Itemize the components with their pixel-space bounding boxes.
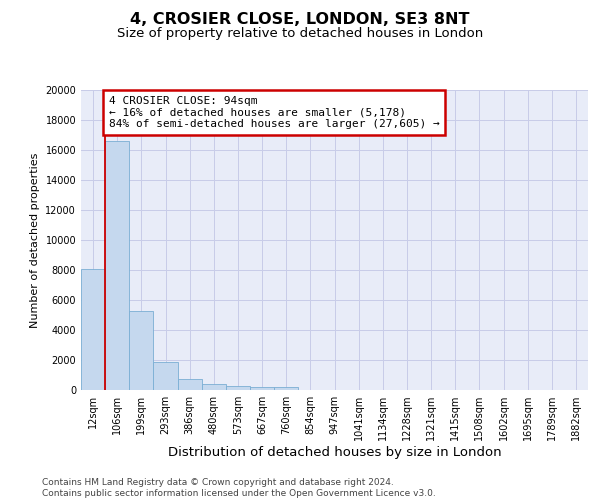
- Bar: [154, 362, 178, 390]
- X-axis label: Distribution of detached houses by size in London: Distribution of detached houses by size …: [167, 446, 502, 459]
- Bar: [202, 384, 226, 390]
- Text: Size of property relative to detached houses in London: Size of property relative to detached ho…: [117, 28, 483, 40]
- Bar: [250, 386, 274, 390]
- Bar: [274, 387, 298, 390]
- Bar: [226, 386, 250, 390]
- Text: Contains HM Land Registry data © Crown copyright and database right 2024.
Contai: Contains HM Land Registry data © Crown c…: [42, 478, 436, 498]
- Bar: [178, 379, 202, 390]
- Bar: [129, 310, 154, 390]
- Y-axis label: Number of detached properties: Number of detached properties: [30, 152, 40, 328]
- Bar: [105, 141, 129, 390]
- Text: 4, CROSIER CLOSE, LONDON, SE3 8NT: 4, CROSIER CLOSE, LONDON, SE3 8NT: [130, 12, 470, 28]
- Bar: [81, 268, 105, 390]
- Text: 4 CROSIER CLOSE: 94sqm
← 16% of detached houses are smaller (5,178)
84% of semi-: 4 CROSIER CLOSE: 94sqm ← 16% of detached…: [109, 96, 440, 129]
